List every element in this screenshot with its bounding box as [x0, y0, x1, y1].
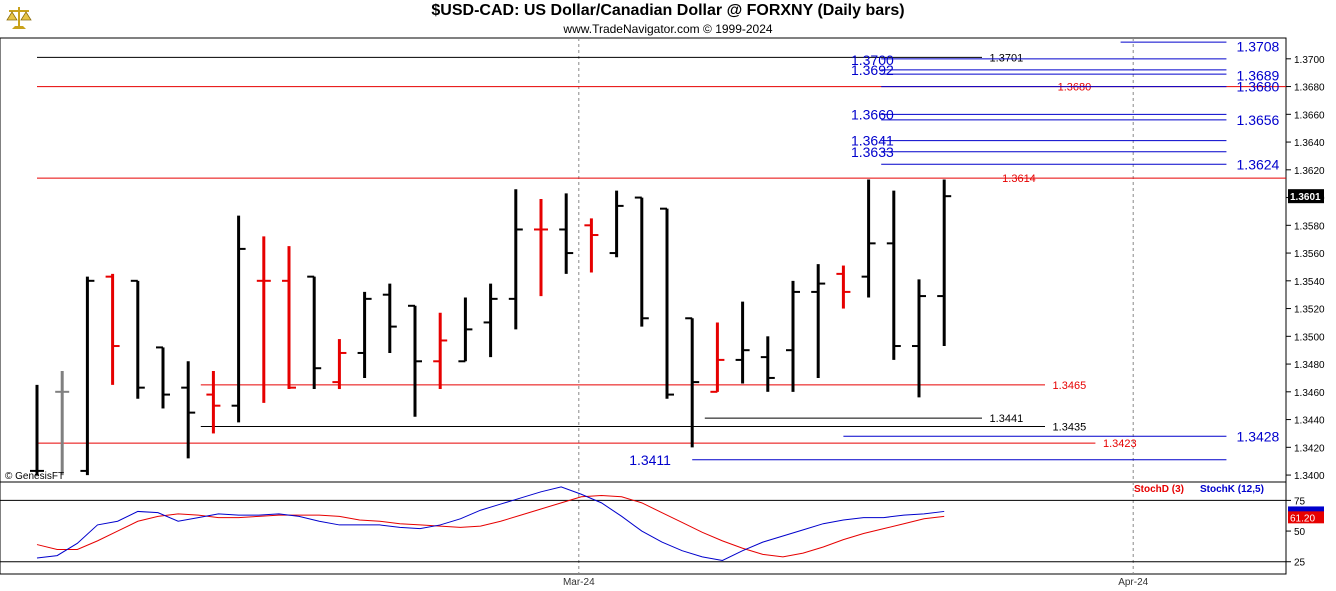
last-price-marker	[1288, 189, 1324, 204]
ohlc-bar	[130, 279, 145, 399]
price-level-label: 1.3689	[1237, 68, 1280, 84]
ohlc-bar	[634, 196, 649, 327]
stoch-y-tick-label: 25	[1294, 558, 1306, 569]
chart-header: $USD-CAD: US Dollar/Canadian Dollar @ FO…	[0, 0, 1336, 38]
y-tick-label: 1.3420	[1294, 443, 1325, 454]
y-tick-label: 1.3560	[1294, 249, 1325, 260]
ohlc-bar	[937, 179, 952, 347]
ohlc-bar	[861, 179, 876, 298]
price-level-label: 1.3411	[629, 452, 671, 468]
ohlc-bar	[584, 218, 599, 273]
ohlc-bar	[256, 236, 271, 403]
ohlc-bar	[458, 297, 473, 363]
ohlc-bar	[836, 265, 851, 309]
price-level-label: 1.3435	[1053, 421, 1087, 433]
ohlc-bar	[760, 336, 775, 392]
ohlc-bar	[660, 207, 674, 399]
ohlc-bar	[786, 280, 800, 392]
ohlc-bar	[231, 215, 246, 423]
price-level-label: 1.3423	[1103, 438, 1137, 450]
price-level-label: 1.3624	[1237, 156, 1280, 172]
ohlc-bar	[357, 291, 372, 378]
ohlc-bar	[282, 246, 296, 390]
gold-scales-logo-icon	[6, 7, 32, 29]
price-level-label: 1.3680	[1237, 79, 1280, 95]
price-level-label: 1.3660	[851, 106, 894, 122]
ohlc-bar	[206, 371, 221, 434]
ohlc-bar	[508, 189, 523, 330]
stochd-last-marker	[1288, 511, 1324, 524]
ohlc-bar	[534, 198, 548, 297]
price-level-label: 1.3656	[1237, 112, 1280, 128]
price-level-label: 1.3680	[1058, 82, 1092, 94]
stoch-y-tick-label: 75	[1294, 496, 1306, 507]
ohlc-bar	[30, 384, 44, 476]
y-tick-label: 1.3580	[1294, 221, 1325, 232]
stochd-last-label: 61.20	[1290, 513, 1315, 524]
stochk-legend: StochK (12,5)	[1200, 484, 1264, 495]
stochd-legend: StochD (3)	[1134, 484, 1184, 495]
ohlc-bar	[156, 346, 170, 409]
stochastic-panel	[0, 481, 1287, 575]
ohlc-bar	[886, 190, 901, 360]
ohlc-bar	[811, 264, 826, 378]
ohlc-bar	[685, 317, 700, 448]
price-level-label: 1.3441	[990, 413, 1024, 425]
price-level-label: 1.3633	[851, 144, 894, 160]
chart-title: $USD-CAD: US Dollar/Canadian Dollar @ FO…	[431, 2, 905, 19]
ohlc-bar	[912, 279, 926, 398]
y-tick-label: 1.3460	[1294, 388, 1325, 399]
price-level-label: 1.3641	[851, 133, 894, 149]
chart-subtitle: www.TradeNavigator.com © 1999-2024	[563, 22, 773, 36]
ohlc-bar	[105, 273, 120, 385]
y-tick-label: 1.3540	[1294, 277, 1325, 288]
price-level-label: 1.3700	[851, 52, 894, 68]
ohlc-bar	[307, 275, 322, 390]
price-axis[interactable]	[1286, 38, 1336, 574]
price-level-label: 1.3465	[1053, 380, 1087, 392]
ohlc-bar	[408, 304, 422, 417]
ohlc-bar	[609, 190, 624, 258]
stochk-line	[36, 486, 945, 562]
ohlc-bar	[483, 283, 498, 358]
last-price-label: 1.3601	[1290, 192, 1321, 203]
y-tick-label: 1.3680	[1294, 83, 1325, 94]
y-tick-label: 1.3520	[1294, 305, 1325, 316]
y-tick-label: 1.3700	[1294, 55, 1325, 66]
price-level-label: 1.3692	[851, 62, 894, 78]
ohlc-bar	[710, 322, 725, 393]
watermark: © GenesisFT	[5, 471, 64, 482]
ohlc-bar	[559, 193, 574, 274]
y-tick-label: 1.3500	[1294, 332, 1325, 343]
stochd-line	[36, 494, 945, 558]
price-level-label: 1.3614	[1002, 173, 1036, 185]
ohlc-bar	[735, 301, 750, 384]
y-tick-label: 1.3400	[1294, 471, 1325, 482]
x-tick-label: Apr-24	[1118, 577, 1148, 588]
ohlc-bar	[80, 276, 95, 476]
ohlc-bar	[55, 371, 70, 476]
ohlc-bar	[433, 312, 448, 390]
y-tick-label: 1.3660	[1294, 110, 1325, 121]
x-tick-label: Mar-24	[563, 577, 595, 588]
y-tick-label: 1.3620	[1294, 166, 1325, 177]
ohlc-bar	[382, 283, 397, 353]
y-tick-label: 1.3640	[1294, 138, 1325, 149]
price-level-label: 1.3428	[1237, 428, 1280, 444]
y-tick-label: 1.3440	[1294, 416, 1325, 427]
y-tick-label: 1.3480	[1294, 360, 1325, 371]
price-level-label: 1.3708	[1237, 38, 1280, 54]
ohlc-bar	[181, 361, 196, 459]
ohlc-bar	[332, 339, 347, 390]
stoch-y-tick-label: 50	[1294, 527, 1306, 538]
